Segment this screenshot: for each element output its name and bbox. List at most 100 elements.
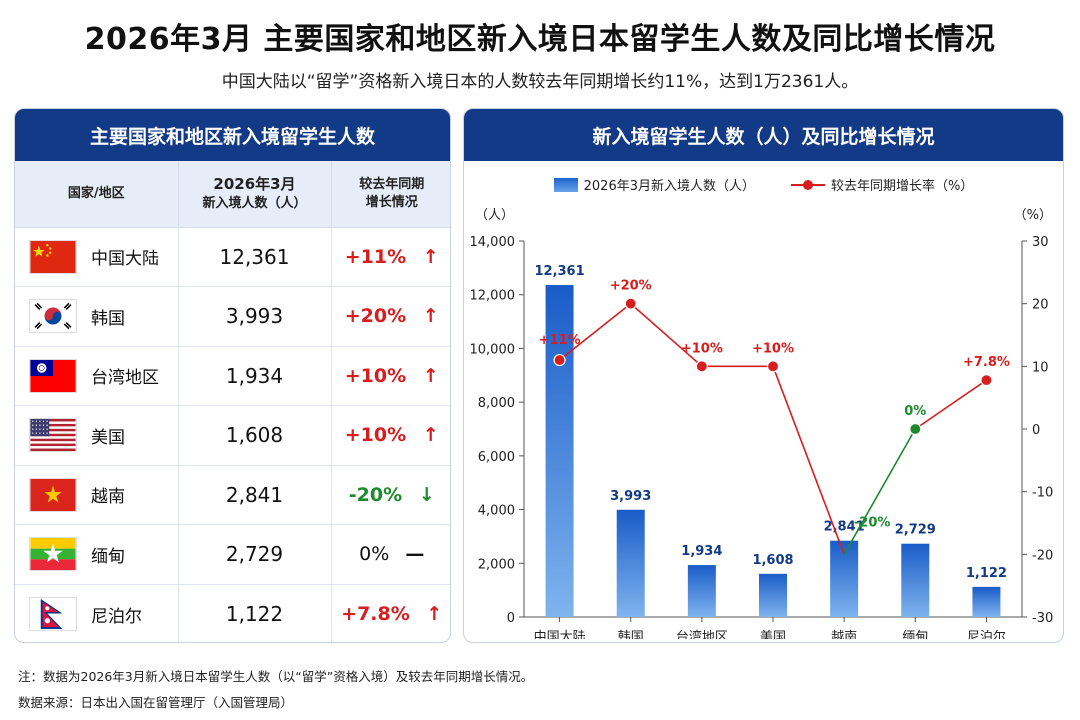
bar [687,565,716,617]
cell-change: +11% ↑ [331,227,450,287]
country-name: 台湾地区 [91,368,159,389]
table-row: 中国大陆 12,361 +11% ↑ [15,227,450,287]
cell-country: 中国大陆 [15,227,179,287]
table-row: 韩国 3,993 +20% ↑ [15,286,450,347]
flag-usa-icon [29,418,77,453]
header-count-line1: 2026年3月 [213,175,296,194]
bar-value-label: 12,361 [534,264,584,279]
growth-point [766,360,780,373]
country-name: 越南 [91,487,125,508]
legend-bar-label: 2026年3月新入境人数（人） [583,179,755,194]
arrow-up-icon: ↑ [426,603,443,625]
footer-source: 数据来源：日本出入国在留管理厅（入国管理局） [18,695,294,710]
y-tick-label-left: 12,000 [470,289,516,304]
table-header-row: 国家/地区 2026年3月 新入境人数（人） 较去年同期 增长情况 [15,161,450,228]
dash-icon: — [405,543,425,566]
arrow-up-icon: ↑ [422,424,439,447]
table-row: 缅甸 2,729 0% — [15,524,450,585]
growth-value-label: -20% [854,515,891,530]
cell-change: +10% ↑ [331,405,450,466]
y-tick-label-right: 0 [1032,423,1040,438]
bar [616,509,645,617]
table-row: 越南 2,841 -20% ↓ [15,465,450,525]
bar-value-label: 3,993 [610,489,651,504]
y-tick-label-left: 8,000 [478,396,515,411]
table-heading: 主要国家和地区新入境留学生人数 [15,109,450,161]
y-tick-label-right: -30 [1032,611,1053,626]
data-table: 国家/地区 2026年3月 新入境人数（人） 较去年同期 增长情况 中国大陆 [15,161,450,642]
growth-line-segment [772,366,845,555]
change-value: +7.8% [341,603,410,625]
y-tick-label-left: 6,000 [478,450,515,465]
arrow-up-icon: ↑ [422,364,439,387]
y-axis-right-label: （%） [1014,208,1052,223]
flag-taiwan-icon [29,358,77,393]
chart-legend: 2026年3月新入境人数（人） 较去年同期增长率（%） [464,175,1063,194]
cell-count: 2,729 [178,524,332,585]
footer-note: 注：数据为2026年3月新入境日本留学生人数（以“留学”资格入境）及较去年同期增… [18,669,534,684]
x-tick-label: 缅甸 [902,630,928,639]
growth-line-segment [559,303,632,361]
x-tick-label: 中国大陆 [534,629,586,639]
growth-value-label: +11% [539,333,581,348]
flag-nepal-icon [29,597,77,631]
arrow-up-icon: ↑ [422,245,439,268]
change-value: +10% [344,424,407,447]
table-row: 尼泊尔 1,122 +7.8% ↑ [15,584,450,642]
chart-panel: 新入境留学生人数（人）及同比增长情况 2026年3月新入境人数（人） 较去年同期… [463,108,1064,643]
flag-vietnam-icon [29,477,77,512]
growth-line-segment [630,303,703,367]
cell-count: 3,993 [178,286,332,347]
header-count: 2026年3月 新入境人数（人） [178,161,332,228]
cell-change: -20% ↓ [331,465,450,525]
header-change-line2: 增长情况 [365,194,418,210]
arrow-down-icon: ↓ [418,483,435,506]
page-title: 2026年3月 主要国家和地区新入境日本留学生人数及同比增长情况 [84,22,996,57]
change-value: +20% [344,305,407,328]
change-value: 0% [359,543,390,566]
page-subtitle: 中国大陆以“留学”资格新入境日本的人数较去年同期增长约11%，达到1万2361人… [221,72,859,92]
cell-country: 尼泊尔 [15,584,179,642]
y-tick-label-right: 20 [1032,298,1049,313]
bar [901,543,930,617]
y-tick-label-left: 10,000 [470,342,516,357]
y-tick-label-left: 14,000 [470,235,516,250]
country-name: 韩国 [91,308,125,329]
cell-count: 12,361 [178,227,332,287]
country-name: 缅甸 [91,546,125,567]
bar-value-label: 2,729 [895,523,936,538]
country-name: 中国大陆 [91,249,159,270]
cell-country: 缅甸 [15,524,179,585]
growth-value-label: +10% [681,341,723,356]
bar-value-label: 2,841 [824,520,865,535]
bar-value-label: 1,122 [966,566,1007,581]
y-tick-label-right: 10 [1032,360,1049,375]
legend-line-swatch [791,179,825,190]
x-tick-label: 台湾地区 [676,629,728,639]
legend-line-label: 较去年同期增长率（%） [831,179,974,194]
bar [545,285,574,617]
growth-value-label: +20% [610,279,652,294]
change-value: +11% [344,245,407,268]
x-tick-label: 尼泊尔 [967,630,1006,639]
change-value: -20% [348,483,403,506]
bar [759,573,787,617]
cell-change: +7.8% ↑ [331,584,450,642]
x-tick-label: 韩国 [618,630,644,639]
country-name: 美国 [91,427,125,448]
bar [972,586,1001,617]
bar-value-label: 1,934 [681,544,722,559]
cell-count: 1,608 [178,405,332,466]
arrow-up-icon: ↑ [422,305,439,328]
cell-country: 台湾地区 [15,346,179,406]
y-tick-label-left: 0 [507,611,515,626]
table-row: 美国 1,608 +10% ↑ [15,405,450,466]
growth-point [980,374,993,387]
legend-bar-swatch [553,177,578,192]
header-change: 较去年同期 增长情况 [331,161,450,228]
table-row: 台湾地区 1,934 +10% ↑ [15,346,450,406]
growth-value-label: +10% [752,341,794,356]
growth-line-segment [914,379,987,430]
growth-point [909,422,922,436]
y-tick-label-right: -10 [1032,486,1053,501]
